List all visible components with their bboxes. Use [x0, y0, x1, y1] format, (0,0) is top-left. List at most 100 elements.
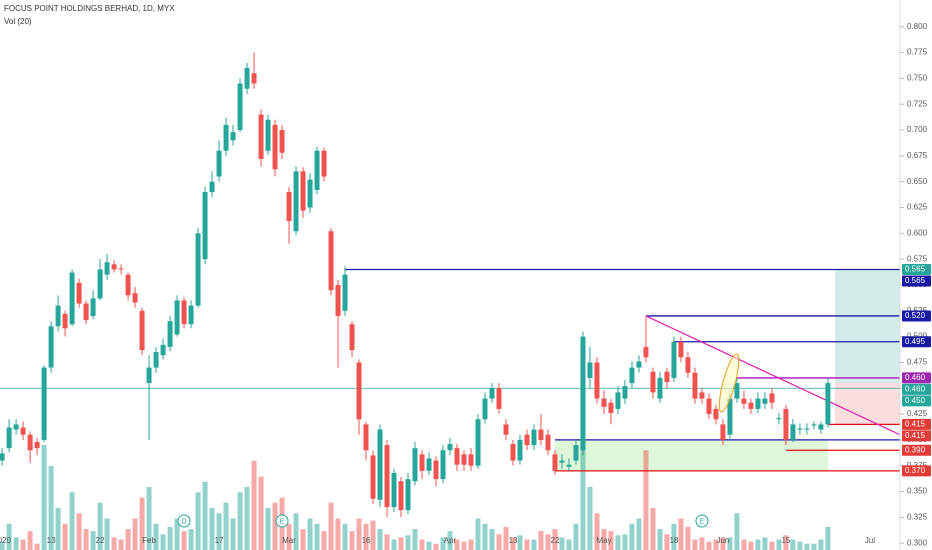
candle-body: [426, 458, 432, 471]
candle-body: [538, 429, 544, 440]
volume-bar: [559, 537, 565, 550]
volume-bar: [769, 541, 775, 550]
candle-body: [783, 408, 789, 440]
price-label: 0.565: [905, 265, 926, 274]
x-tick-label: Mar: [282, 536, 296, 545]
candle-body: [125, 274, 131, 296]
event-label: E: [700, 518, 705, 525]
x-tick-label: 13: [47, 536, 56, 545]
volume-bar: [454, 539, 460, 550]
volume-bar: [27, 531, 33, 550]
price-label-bg: [902, 418, 931, 430]
candle-body: [244, 68, 250, 89]
candle-body: [545, 434, 551, 451]
volume-bar: [790, 539, 796, 550]
price-label-bg: [902, 430, 931, 442]
candle-body: [629, 367, 635, 384]
price-label-bg: [902, 372, 931, 384]
volume-bar: [391, 539, 397, 550]
y-tick-label: 0.775: [907, 48, 928, 57]
volume-bar: [748, 541, 754, 550]
x-tick-label: Apr: [444, 536, 457, 545]
volume-bar: [447, 531, 453, 550]
volume-bar: [531, 539, 537, 550]
y-tick-label: 0.325: [907, 512, 928, 521]
volume-bar: [251, 460, 257, 550]
candle-body: [69, 272, 75, 325]
volume-bar: [153, 523, 159, 550]
volume-bar: [83, 529, 89, 550]
candle-body: [482, 398, 488, 420]
zone: [554, 439, 828, 471]
x-tick-label: 2020: [0, 536, 12, 545]
candle-body: [328, 231, 334, 291]
candle-body: [384, 445, 390, 508]
volume-bar: [195, 492, 201, 550]
candle-body: [286, 192, 292, 221]
volume-bar: [629, 523, 635, 550]
candle-body: [216, 150, 222, 177]
volume-bar: [468, 539, 474, 550]
volume-bar: [300, 529, 306, 550]
stop-zone: [834, 383, 900, 425]
chart-title: FOCUS POINT HOLDINGS BERHAD, 1D, MYX: [4, 4, 175, 13]
event-label: E: [280, 518, 285, 525]
candle-body: [13, 424, 19, 430]
candle-body: [531, 429, 537, 446]
candle-body: [454, 448, 460, 465]
candle-body: [797, 428, 803, 430]
price-label: 0.415: [905, 431, 926, 440]
y-tick-label: 0.675: [907, 151, 928, 160]
x-tick-label: May: [596, 536, 611, 545]
volume-bar: [608, 531, 614, 550]
candle-body: [181, 300, 187, 325]
candle-body: [699, 392, 705, 399]
volume-bar: [41, 445, 47, 550]
candle-body: [573, 445, 579, 461]
volume-bar: [342, 523, 348, 550]
candle-body: [209, 181, 215, 193]
y-tick-label: 0.650: [907, 177, 928, 186]
x-tick-label: Jul: [865, 536, 875, 545]
price-label-bg: [902, 444, 931, 456]
volume-bar: [573, 523, 579, 550]
volume-bar: [496, 534, 502, 550]
volume-bar: [741, 539, 747, 550]
volume-bar: [223, 502, 229, 550]
y-tick-label: 0.525: [907, 306, 928, 315]
y-tick-label: 0.375: [907, 461, 928, 470]
volume-bar: [461, 541, 467, 550]
candle-body: [55, 305, 61, 327]
volume-bar: [727, 537, 733, 550]
volume-bar: [825, 526, 831, 550]
volume-bar: [517, 535, 523, 550]
candle-body: [349, 324, 355, 351]
candle-body: [601, 398, 607, 407]
volume-bar: [755, 539, 761, 550]
volume-bar: [349, 531, 355, 550]
candle-body: [622, 386, 628, 399]
volume-bar: [321, 531, 327, 550]
volume-bar: [55, 508, 61, 550]
price-label: 0.460: [905, 385, 926, 394]
volume-bar: [76, 513, 82, 550]
volume-bar: [20, 539, 26, 550]
volume-bar: [188, 529, 194, 550]
candle-body: [440, 450, 446, 480]
volume-bar: [97, 502, 103, 550]
candle-body: [685, 357, 691, 373]
candle-body: [489, 388, 495, 399]
event-label: D: [182, 518, 187, 525]
volume-bar: [762, 537, 768, 550]
volume-bar: [307, 518, 313, 550]
candle-body: [146, 367, 152, 384]
candle-body: [517, 439, 523, 461]
volume-bar: [209, 508, 215, 550]
candle-body: [818, 424, 824, 430]
volume-bar: [202, 481, 208, 550]
volume-bar: [678, 518, 684, 550]
volume-bar: [237, 492, 243, 550]
candle-body: [776, 418, 782, 420]
candle-body: [279, 130, 285, 153]
candle-body: [307, 179, 313, 208]
